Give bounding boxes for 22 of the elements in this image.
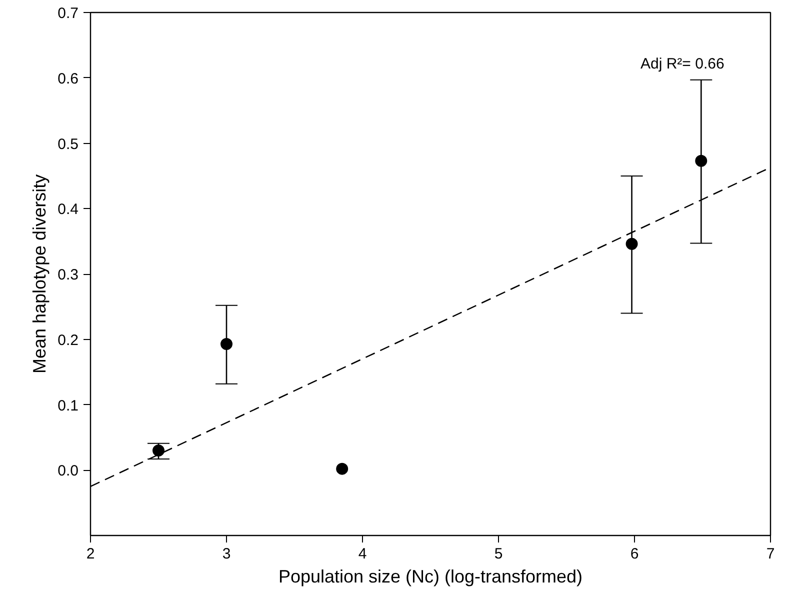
y-tick-label: 0.7 <box>58 5 79 22</box>
x-tick-label: 4 <box>358 546 367 562</box>
x-axis-title: Population size (Nc) (log-transformed) <box>278 566 583 586</box>
point <box>626 238 638 250</box>
point <box>336 462 348 475</box>
point <box>695 154 708 167</box>
point <box>220 338 232 350</box>
point <box>152 444 164 456</box>
x-tick-label: 6 <box>630 546 639 562</box>
y-tick-label: 0.0 <box>58 462 79 480</box>
annotation: Adj R²= 0.66 <box>640 56 724 72</box>
x-tick-label: 3 <box>222 546 231 562</box>
y-axis-title: Mean haplotype diversity <box>30 174 50 374</box>
y-tick-label: 0.1 <box>58 397 79 414</box>
y-tick-label: 0.6 <box>58 70 79 88</box>
y-tick-label: 0.4 <box>58 201 79 218</box>
x-tick-label: 5 <box>494 546 503 562</box>
y-tick-label: 0.3 <box>58 266 79 284</box>
y-tick-label: 0.2 <box>58 332 79 349</box>
x-tick-label: 7 <box>766 546 775 562</box>
y-tick-label: 0.5 <box>58 136 79 153</box>
x-tick-label: 2 <box>86 546 95 562</box>
